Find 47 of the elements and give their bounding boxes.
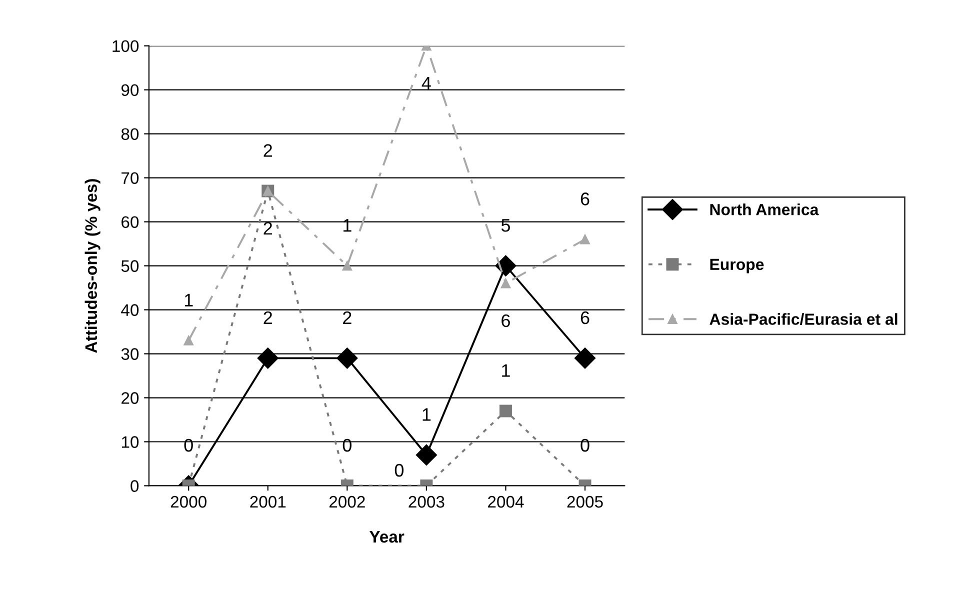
annotation: 0 <box>580 438 590 452</box>
point <box>257 348 278 369</box>
annotation: 6 <box>502 314 510 328</box>
annotation: 6 <box>580 192 590 206</box>
y-tick-label: 100 <box>112 40 139 52</box>
annotation: 2 <box>264 222 272 235</box>
x-axis-title: Year <box>369 531 404 543</box>
y-tick-label: 40 <box>121 304 139 316</box>
annotation: 1 <box>184 294 193 306</box>
annotation: 2 <box>343 311 352 324</box>
annotation: 1 <box>502 364 510 377</box>
y-tick-label: 20 <box>122 392 139 404</box>
point <box>336 348 358 369</box>
y-tick-label: 10 <box>122 436 139 448</box>
point <box>184 336 194 346</box>
y-tick-label: 50 <box>121 260 139 272</box>
y-tick-label: 60 <box>122 216 139 228</box>
annotation: 0 <box>184 438 193 452</box>
point <box>500 278 511 288</box>
legend-label: North America <box>710 204 819 216</box>
y-tick-label: 90 <box>121 84 139 96</box>
x-tick-label: 2001 <box>250 496 286 508</box>
y-tick-label: 30 <box>121 348 139 360</box>
y-tick-label: 0 <box>130 480 139 492</box>
legend-label: Europe <box>710 258 764 274</box>
point <box>580 234 590 244</box>
annotation: 0 <box>342 438 352 452</box>
point <box>342 260 352 271</box>
annotation: 5 <box>501 219 510 232</box>
x-tick-label: 2000 <box>170 496 206 508</box>
annotation: 6 <box>580 311 590 324</box>
x-tick-label: 2002 <box>329 496 365 508</box>
annotation: 4 <box>422 76 431 90</box>
legend-label: Asia-Pacific/Eurasia et al <box>710 313 898 326</box>
point <box>495 255 516 276</box>
x-tick-label: 2005 <box>567 496 603 508</box>
x-tick-label: 2003 <box>408 496 444 508</box>
annotation: 1 <box>422 408 431 421</box>
point <box>574 348 596 369</box>
annotation: 2 <box>264 144 272 157</box>
annotation: 2 <box>264 311 272 324</box>
x-tick-label: 2004 <box>488 496 524 508</box>
annotation: 1 <box>344 219 352 232</box>
y-tick-label: 80 <box>121 128 139 140</box>
y-axis-title: Attitudes-only (% yes) <box>84 179 100 353</box>
y-tick-label: 70 <box>122 172 139 184</box>
annotation: 0 <box>394 464 404 477</box>
